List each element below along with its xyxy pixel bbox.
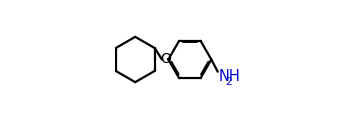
Text: O: O: [160, 52, 171, 67]
Text: NH: NH: [218, 69, 240, 84]
Text: 2: 2: [225, 77, 231, 87]
